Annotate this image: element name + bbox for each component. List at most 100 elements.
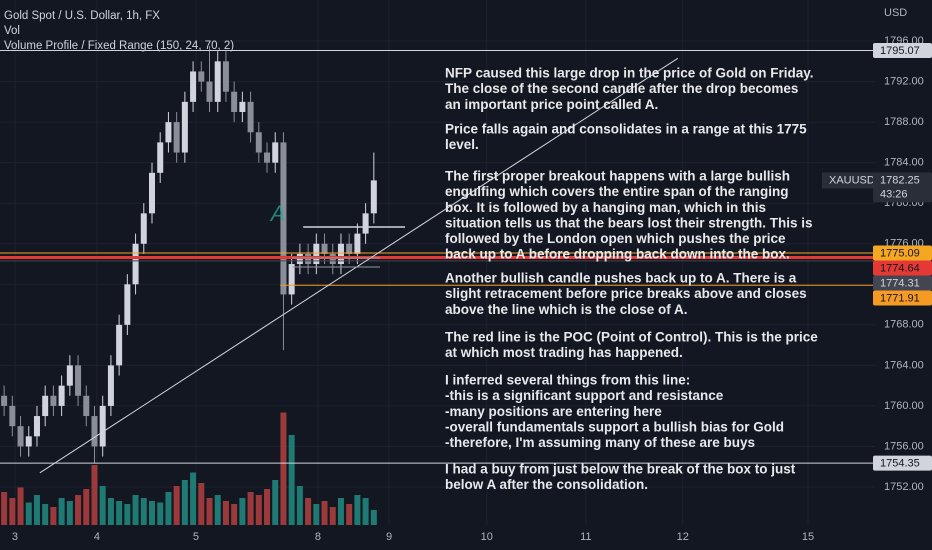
candle-body <box>140 213 147 244</box>
x-tick-label: 8 <box>315 531 321 543</box>
volume-bar <box>239 498 246 525</box>
price-label: 1775.09 <box>880 247 920 259</box>
price-label: 1754.35 <box>880 458 920 470</box>
volume-bar <box>206 498 213 525</box>
y-tick-label: 1768.00 <box>884 319 924 331</box>
symbol-box <box>822 172 874 189</box>
annotation-line: NFP caused this large drop in the price … <box>445 66 814 81</box>
candle-body <box>9 405 16 427</box>
candle-body <box>107 365 114 406</box>
volume-bar <box>66 501 73 525</box>
volume-bar <box>181 480 188 525</box>
current-price: 1782.25 <box>880 174 920 186</box>
annotation-line: I had a buy from just below the break of… <box>445 462 796 477</box>
plot-area <box>0 0 875 525</box>
volume-bar <box>1 492 8 525</box>
candle-body <box>362 213 369 234</box>
volume-bar <box>91 465 98 525</box>
y-tick-label: 1788.00 <box>884 116 924 128</box>
candle-body <box>165 122 172 143</box>
y-tick-label: 1784.00 <box>884 157 924 169</box>
volume-bar <box>124 504 131 525</box>
annotation-line: followed by the London open which pushes… <box>445 231 786 246</box>
candle-body <box>280 142 287 295</box>
price-label-box <box>873 245 932 261</box>
point-label: A <box>269 201 286 226</box>
volume-bar <box>264 489 271 525</box>
x-tick-label: 10 <box>481 531 493 543</box>
trendline <box>39 57 679 474</box>
candle-body <box>247 101 254 133</box>
x-tick-label: 15 <box>802 531 814 543</box>
candle-body <box>148 172 155 214</box>
candle-body <box>198 71 205 82</box>
candle-body <box>370 180 377 214</box>
candle-body <box>255 132 262 153</box>
price-label: 1771.91 <box>880 292 920 304</box>
volume-bar <box>58 498 65 525</box>
candle-body <box>83 395 90 417</box>
candle-body <box>190 71 197 102</box>
candle-body <box>132 243 139 285</box>
candle-body <box>239 101 246 112</box>
volume-bar <box>214 495 221 525</box>
current-price-box <box>873 172 932 203</box>
annotation-line: -therefore, I'm assuming many of these a… <box>445 435 755 450</box>
volume-bar <box>33 495 40 525</box>
volume-bar <box>83 489 90 525</box>
countdown: 43:26 <box>880 188 908 200</box>
volume-bar <box>198 483 205 525</box>
volume-bar <box>116 501 123 525</box>
volume-bar <box>173 486 180 525</box>
annotation-line: an important price point called A. <box>445 97 658 112</box>
candle-body <box>288 264 295 295</box>
volume-bar <box>370 510 377 525</box>
price-label-box <box>873 290 932 306</box>
x-tick-label: 9 <box>386 531 392 543</box>
candle-body <box>58 385 65 406</box>
volume-bar <box>231 504 238 525</box>
candle-body <box>17 426 24 447</box>
candle-body <box>313 243 320 265</box>
volume-bar <box>17 487 24 525</box>
candle-body <box>157 142 164 173</box>
volume-bar <box>190 472 197 525</box>
volume-bar <box>296 486 303 525</box>
indicator-label: Volume Profile / Fixed Range (150, 24, 7… <box>4 40 234 52</box>
volume-bar <box>99 486 106 525</box>
chart-title: Gold Spot / U.S. Dollar, 1h, FX <box>4 10 160 22</box>
volume-bar <box>42 504 49 525</box>
annotation-line: The first proper breakout happens with a… <box>445 169 790 184</box>
candle-body <box>50 395 57 406</box>
price-label: 1774.31 <box>880 277 920 289</box>
price-label-box <box>873 260 932 276</box>
y-tick-label: 1760.00 <box>884 400 924 412</box>
annotation-line: Another bullish candle pushes back up to… <box>445 271 797 286</box>
candle-body <box>337 243 344 265</box>
annotation-line: below A after the consolidation. <box>445 477 648 492</box>
annotation-line: The red line is the POC (Point of Contro… <box>445 330 818 345</box>
volume-bar <box>132 495 139 525</box>
candle-body <box>75 365 82 396</box>
volume-bar <box>157 502 164 525</box>
annotation-line: -this is a significant support and resis… <box>445 388 724 403</box>
candle-body <box>321 243 328 254</box>
candle-body <box>173 122 180 153</box>
candle-body <box>231 91 238 112</box>
symbol-label: XAUUSD <box>829 174 875 186</box>
y-tick-label: 1792.00 <box>884 75 924 87</box>
annotation-line: The close of the second candle after the… <box>445 81 798 96</box>
volume-bar <box>346 504 353 525</box>
candle-body <box>116 324 123 366</box>
volume-bar <box>354 495 361 525</box>
y-tick-label: 1752.00 <box>884 481 924 493</box>
candle-body <box>91 416 98 447</box>
volume-bar <box>288 435 295 525</box>
indicator-label: Vol <box>4 25 20 37</box>
annotation-line: engulfing which covers the entire span o… <box>445 184 789 199</box>
x-tick-label: 3 <box>12 531 18 543</box>
price-label: 1774.64 <box>880 262 920 274</box>
